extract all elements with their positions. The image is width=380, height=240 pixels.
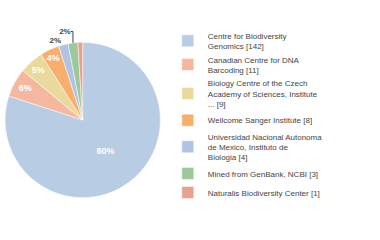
svg-text:Centre for BiodiversityGenomic: Centre for BiodiversityGenomics [142] <box>208 32 287 51</box>
svg-text:Mined from GenBank, NCBI [3]: Mined from GenBank, NCBI [3] <box>208 170 318 179</box>
svg-text:80%: 80% <box>97 146 115 156</box>
svg-text:4%: 4% <box>47 53 60 63</box>
svg-text:6%: 6% <box>19 83 32 93</box>
svg-text:2%: 2% <box>50 36 62 45</box>
svg-text:2%: 2% <box>59 27 71 36</box>
svg-text:Wellcome Sanger Institute [8]: Wellcome Sanger Institute [8] <box>208 116 312 125</box>
svg-text:Canadian Centre for DNABarcodi: Canadian Centre for DNABarcoding [11] <box>208 56 300 75</box>
svg-text:5%: 5% <box>32 65 45 75</box>
svg-text:Biology Centre of the CzechAca: Biology Centre of the CzechAcademy of Sc… <box>208 79 318 109</box>
svg-text:Universidad Nacional Autonomad: Universidad Nacional Autonomade Mexico, … <box>208 133 322 163</box>
svg-text:Naturalis Biodiversity Center: Naturalis Biodiversity Center [1] <box>208 189 320 198</box>
